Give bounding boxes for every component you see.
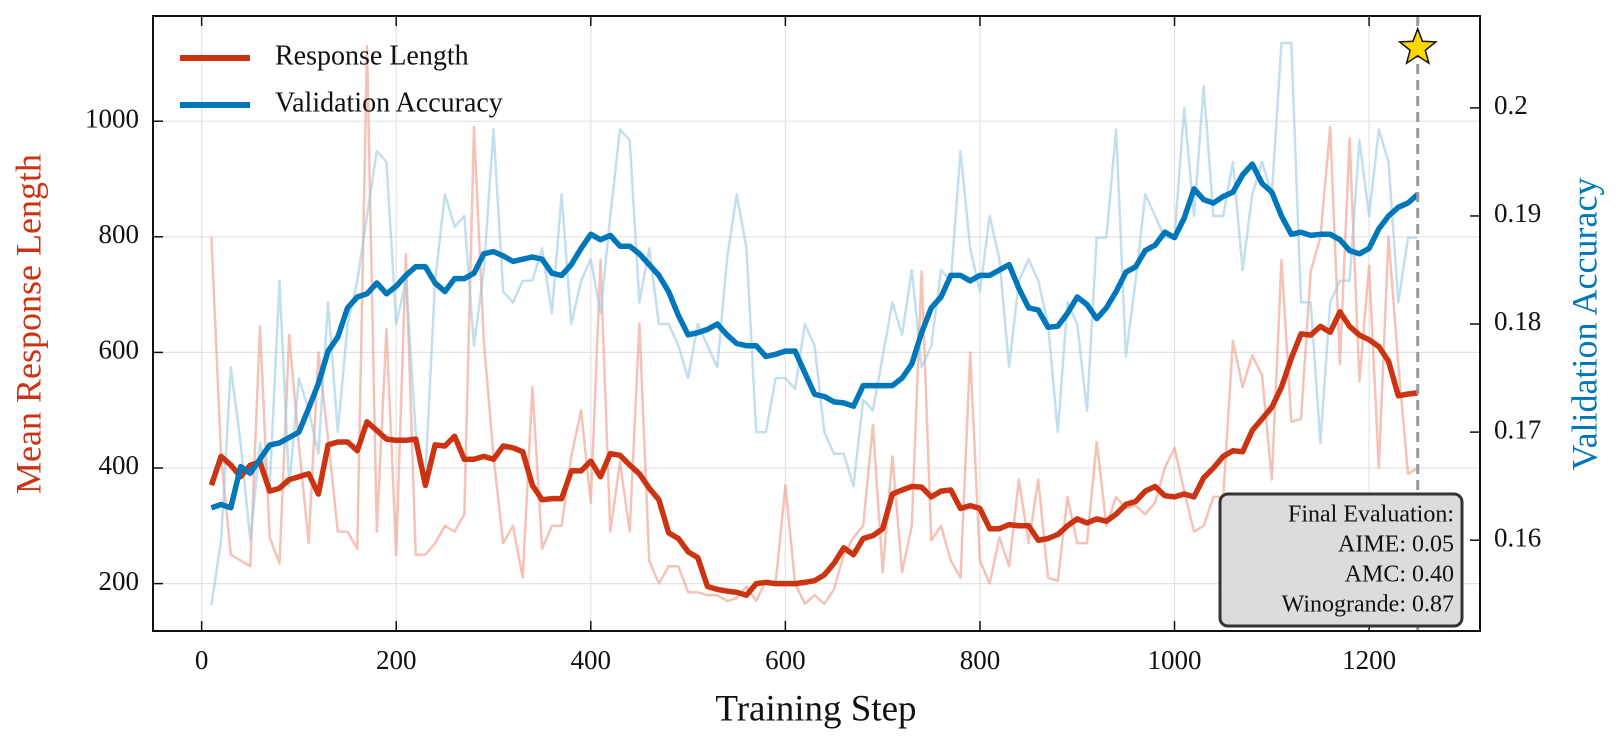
y2-tick-label: 0.16 bbox=[1494, 522, 1541, 552]
y2-tick-label: 0.18 bbox=[1494, 306, 1541, 336]
x-tick-label: 800 bbox=[960, 645, 1001, 675]
annotation-text: AMC: 0.40 bbox=[1345, 562, 1454, 588]
plot-lines bbox=[208, 41, 1420, 606]
smoothed-line bbox=[210, 161, 1420, 511]
y-tick-label: 200 bbox=[99, 566, 140, 596]
raw-line bbox=[210, 44, 1419, 606]
plot-frame bbox=[152, 15, 1481, 632]
raw-line bbox=[210, 41, 1418, 606]
x-tick-label: 1000 bbox=[1148, 645, 1202, 675]
annotation-text: Winogrande: 0.87 bbox=[1282, 592, 1454, 618]
x-axis-label: Training Step bbox=[715, 688, 916, 729]
legend-label: Response Length bbox=[275, 40, 469, 71]
y-tick-label: 1000 bbox=[85, 103, 139, 133]
y2-tick-label: 0.19 bbox=[1494, 198, 1541, 228]
legend-label: Validation Accuracy bbox=[275, 87, 503, 118]
x-tick-label: 600 bbox=[765, 645, 806, 675]
y2-tick-label: 0.17 bbox=[1494, 414, 1541, 444]
annotation-box bbox=[1218, 492, 1464, 628]
y2-axis-label: Validation Accuracy bbox=[1564, 178, 1604, 471]
smoothed-line bbox=[208, 309, 1419, 598]
x-tick-label: 0 bbox=[195, 645, 209, 675]
x-tick-label: 1200 bbox=[1342, 645, 1396, 675]
annotation-text: Final Evaluation: bbox=[1288, 502, 1454, 528]
y2-tick-label: 0.2 bbox=[1494, 90, 1528, 120]
y-tick-label: 800 bbox=[99, 219, 140, 249]
y-tick-label: 600 bbox=[99, 335, 140, 365]
y-tick-label: 400 bbox=[99, 450, 140, 480]
annotation-text: AIME: 0.05 bbox=[1338, 532, 1454, 558]
best-checkpoint-star bbox=[1397, 26, 1438, 65]
y-axis-label: Mean Response Length bbox=[8, 154, 48, 494]
x-tick-label: 400 bbox=[571, 645, 612, 675]
x-tick-label: 200 bbox=[376, 645, 417, 675]
